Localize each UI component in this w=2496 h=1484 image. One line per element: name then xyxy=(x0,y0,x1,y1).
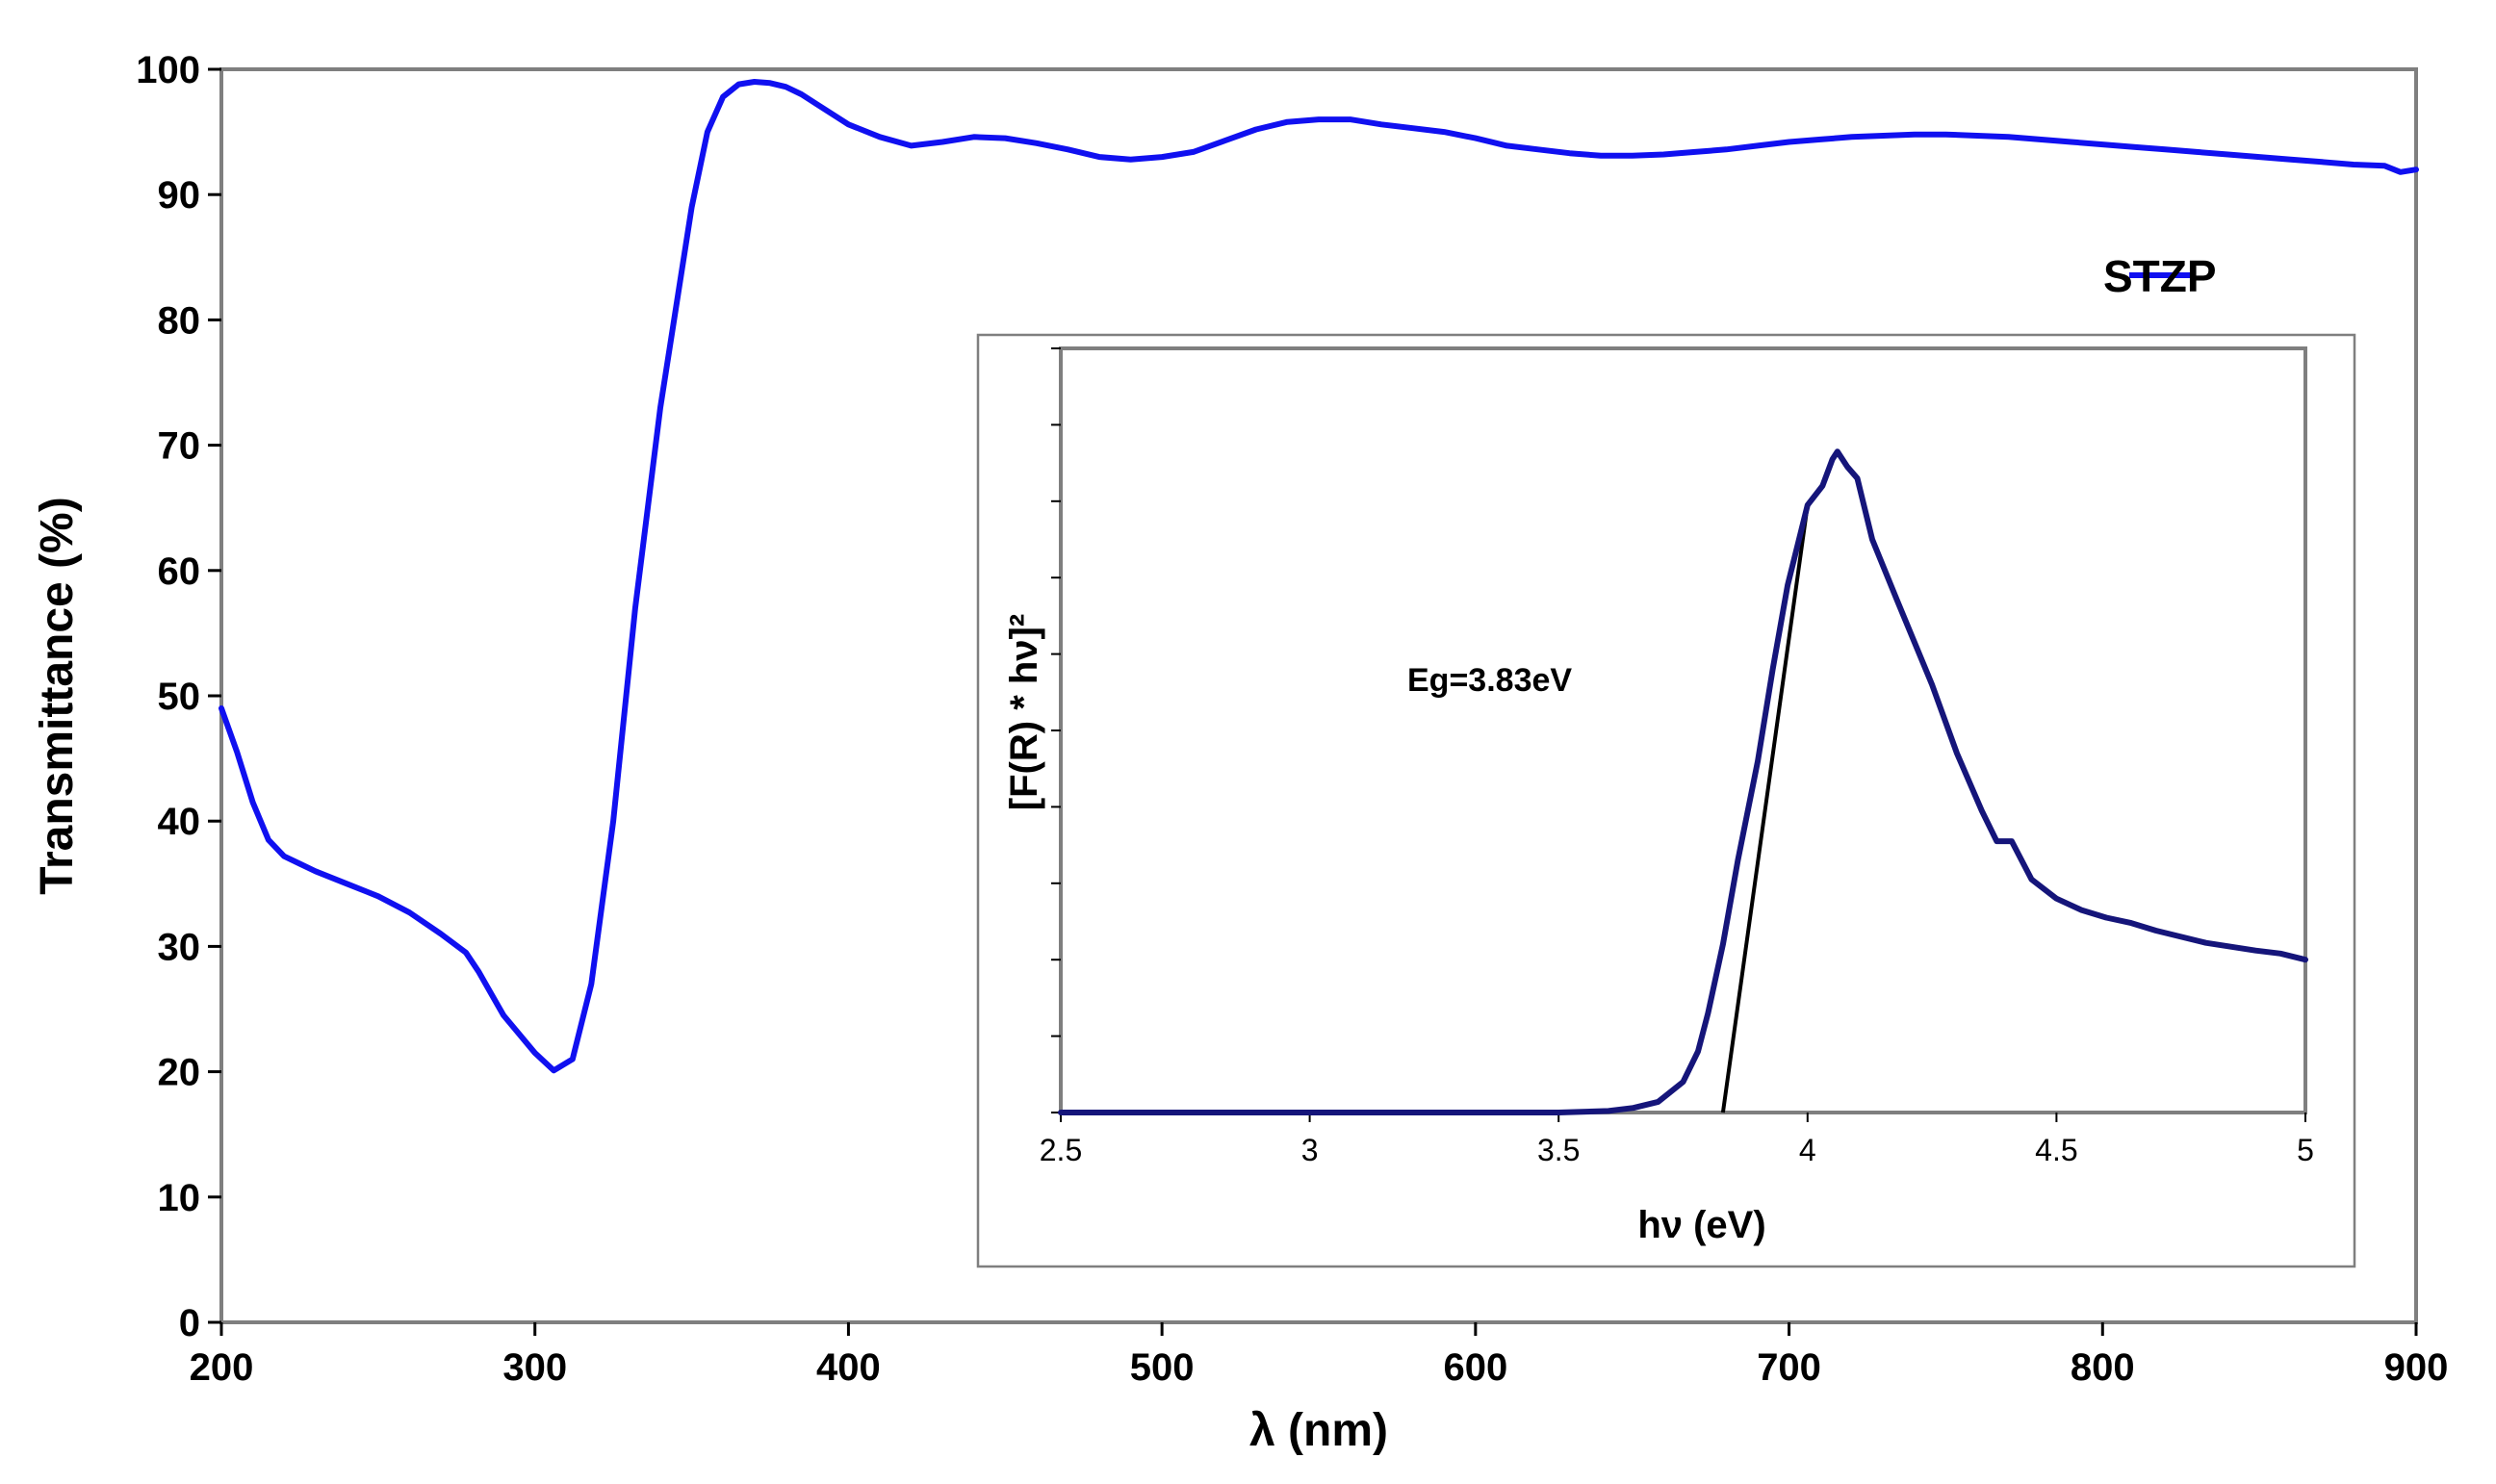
main-x-tick-label: 500 xyxy=(1130,1346,1195,1389)
tauc-fit-line xyxy=(1720,504,1810,1113)
inset-x-tick-label: 4.5 xyxy=(2035,1133,2077,1167)
main-x-tick-label: 600 xyxy=(1443,1346,1507,1389)
main-x-tick-label: 200 xyxy=(190,1346,254,1389)
main-y-tick-label: 10 xyxy=(158,1177,201,1219)
legend: STZP xyxy=(2103,251,2217,301)
inset-x-tick-label: 2.5 xyxy=(1040,1133,1082,1167)
main-x-tick-label: 700 xyxy=(1757,1346,1821,1389)
inset-x-ticks: 2.5 3 3.5 4 4.5 5 xyxy=(1040,1113,2314,1167)
main-y-tick-label: 50 xyxy=(158,676,201,718)
inset-outer-frame xyxy=(976,333,2356,1268)
main-x-tick-label: 800 xyxy=(2071,1346,2135,1389)
legend-label-stzp: STZP xyxy=(2103,251,2217,301)
main-y-tick-label: 0 xyxy=(179,1302,200,1344)
inset-x-tick-label: 5 xyxy=(2297,1133,2314,1167)
main-plot: 0 10 20 30 40 50 60 70 80 90 100 200 300 400 500 600 70… xyxy=(32,49,2448,1456)
main-x-tick-label: 400 xyxy=(816,1346,881,1389)
main-x-tick-label: 300 xyxy=(502,1346,567,1389)
inset-plot: 2.5 3 3.5 4 4.5 5 hν (eV) [F(R) * hν]² Eg=3.8… xyxy=(976,333,2356,1268)
main-x-ticks: 200 300 400 500 600 700 800 900 xyxy=(190,1322,2449,1389)
main-x-tick-label: 900 xyxy=(2384,1346,2449,1389)
band-gap-annotation: Eg=3.83eV xyxy=(1407,662,1572,699)
main-y-tick-label: 40 xyxy=(158,801,201,843)
inset-y-axis-title: [F(R) * hν]² xyxy=(1003,614,1045,810)
stzp-series-line xyxy=(219,79,2419,1074)
main-y-tick-label: 20 xyxy=(158,1052,201,1094)
main-y-tick-label: 30 xyxy=(158,926,201,968)
main-y-ticks: 0 10 20 30 40 50 60 70 80 90 100 xyxy=(136,49,221,1344)
main-x-axis-title: λ (nm) xyxy=(1249,1405,1388,1456)
main-y-tick-label: 70 xyxy=(158,425,201,468)
inset-x-tick-label: 3.5 xyxy=(1537,1133,1580,1167)
main-y-tick-label: 90 xyxy=(158,174,201,217)
inset-x-tick-label: 4 xyxy=(1799,1133,1816,1167)
main-y-tick-label: 60 xyxy=(158,550,201,593)
main-y-axis-title: Transmittance (%) xyxy=(32,497,83,894)
inset-x-axis-title: hν (eV) xyxy=(1637,1204,1765,1246)
main-y-tick-label: 100 xyxy=(136,49,200,91)
tauc-curve-line xyxy=(1058,448,2308,1115)
inset-x-tick-label: 3 xyxy=(1301,1133,1319,1167)
main-y-tick-label: 80 xyxy=(158,299,201,342)
